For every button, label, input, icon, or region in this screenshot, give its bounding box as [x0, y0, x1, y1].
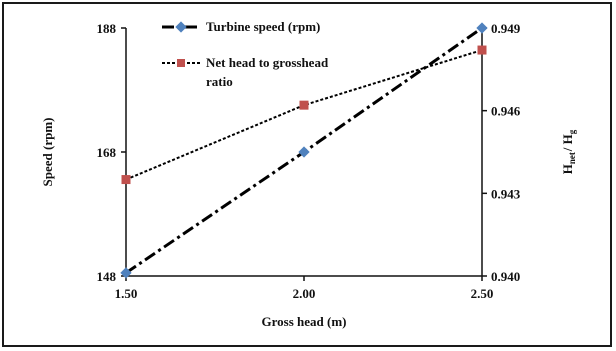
series-layer [120, 22, 488, 279]
net-head-ratio-point [477, 45, 487, 55]
right-y-tick-label: 0.940 [491, 269, 520, 284]
right-y-title-sep: / H [560, 134, 575, 152]
x-tick-label: 2.50 [471, 286, 494, 301]
left-y-tick-label: 168 [97, 145, 117, 160]
right-y-tick-label: 0.946 [491, 104, 521, 119]
turbine-speed-point [298, 146, 310, 158]
right-y-tick-label: 0.943 [491, 186, 521, 201]
x-tick-label: 1.50 [115, 286, 138, 301]
legend-label-turbine: Turbine speed (rpm) [206, 19, 320, 34]
legend-label-ratio-line2: ratio [206, 74, 233, 89]
x-tick-label: 2.00 [293, 286, 316, 301]
legend-label-ratio-line1: Net head to grosshead [206, 55, 329, 70]
legend-swatch-ratio-marker [177, 59, 185, 67]
right-y-axis-title: Hnet/ Hg [560, 129, 577, 174]
right-y-title-sub-g: g [567, 129, 577, 134]
left-y-axis-title: Speed (rpm) [40, 118, 55, 187]
legend: Turbine speed (rpm) Net head to grosshea… [162, 19, 329, 89]
net-head-ratio-point [121, 175, 131, 185]
legend-swatch-turbine-marker [175, 21, 187, 33]
x-axis-title: Gross head (m) [262, 314, 347, 329]
right-y-title-h: H [560, 164, 575, 174]
left-y-tick-label: 148 [97, 269, 117, 284]
left-y-tick-label: 188 [97, 21, 117, 36]
ticks-layer: 1.50 2.00 2.50 148 168 188 0.940 0.943 0.946 0.94… [97, 21, 521, 301]
chart-frame [2, 2, 612, 347]
net-head-ratio-point [299, 100, 309, 110]
right-y-title-sub-net: net [567, 152, 577, 164]
turbine-speed-point [476, 22, 488, 34]
right-y-tick-label: 0.949 [491, 21, 521, 36]
